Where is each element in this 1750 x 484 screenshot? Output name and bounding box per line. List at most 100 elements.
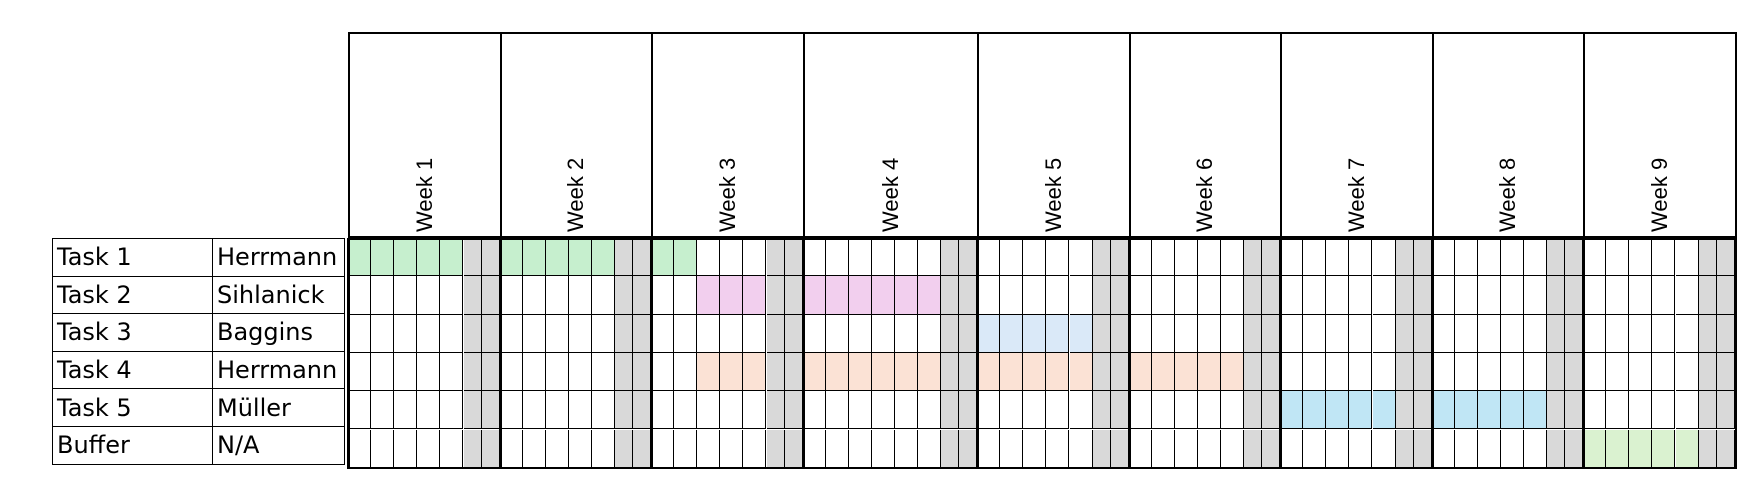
task-owner-cell[interactable]: N/A xyxy=(212,425,345,465)
day-cell[interactable] xyxy=(1303,391,1327,430)
day-cell[interactable] xyxy=(522,391,546,430)
day-cell[interactable] xyxy=(743,391,767,430)
day-cell[interactable] xyxy=(1326,429,1350,468)
day-cell[interactable] xyxy=(1069,276,1093,315)
day-cell[interactable] xyxy=(591,276,615,315)
day-cell[interactable] xyxy=(1675,352,1699,392)
day-cell[interactable] xyxy=(918,429,942,468)
day-cell[interactable] xyxy=(651,276,675,315)
day-cell[interactable] xyxy=(1000,352,1024,392)
day-cell[interactable] xyxy=(802,352,826,392)
weekend-cell[interactable] xyxy=(1413,238,1432,277)
weekend-cell[interactable] xyxy=(463,314,482,353)
day-cell[interactable] xyxy=(1221,391,1245,430)
day-cell[interactable] xyxy=(417,352,441,392)
day-cell[interactable] xyxy=(1477,276,1501,315)
day-cell[interactable] xyxy=(1524,314,1548,353)
day-cell[interactable] xyxy=(499,429,523,468)
day-cell[interactable] xyxy=(348,314,372,353)
day-cell[interactable] xyxy=(1500,276,1524,315)
day-cell[interactable] xyxy=(1000,391,1024,430)
day-cell[interactable] xyxy=(1372,429,1396,468)
day-cell[interactable] xyxy=(1023,276,1047,315)
weekend-cell[interactable] xyxy=(941,314,960,353)
day-cell[interactable] xyxy=(545,429,569,468)
day-cell[interactable] xyxy=(440,314,464,353)
day-cell[interactable] xyxy=(743,352,767,392)
weekend-cell[interactable] xyxy=(1565,276,1584,315)
day-cell[interactable] xyxy=(522,238,546,277)
weekend-cell[interactable] xyxy=(959,352,978,392)
week-header[interactable]: Week 3 xyxy=(651,32,803,238)
weekend-cell[interactable] xyxy=(959,276,978,315)
day-cell[interactable] xyxy=(1583,276,1607,315)
day-cell[interactable] xyxy=(720,276,744,315)
day-cell[interactable] xyxy=(1046,276,1070,315)
day-cell[interactable] xyxy=(545,314,569,353)
day-cell[interactable] xyxy=(1151,314,1175,353)
weekend-cell[interactable] xyxy=(1413,276,1432,315)
day-cell[interactable] xyxy=(1583,314,1607,353)
day-cell[interactable] xyxy=(674,391,698,430)
day-cell[interactable] xyxy=(1023,352,1047,392)
weekend-cell[interactable] xyxy=(1262,391,1281,430)
day-cell[interactable] xyxy=(894,352,918,392)
day-cell[interactable] xyxy=(1069,314,1093,353)
day-cell[interactable] xyxy=(1280,352,1304,392)
weekend-cell[interactable] xyxy=(633,276,651,315)
weekend-cell[interactable] xyxy=(633,314,651,353)
weekend-cell[interactable] xyxy=(1395,391,1414,430)
day-cell[interactable] xyxy=(371,352,395,392)
day-cell[interactable] xyxy=(1652,238,1676,277)
task-name-cell[interactable]: Buffer xyxy=(52,425,213,465)
day-cell[interactable] xyxy=(348,391,372,430)
day-cell[interactable] xyxy=(871,429,895,468)
day-cell[interactable] xyxy=(1151,276,1175,315)
day-cell[interactable] xyxy=(1477,429,1501,468)
day-cell[interactable] xyxy=(1454,429,1478,468)
weekend-cell[interactable] xyxy=(1547,238,1566,277)
day-cell[interactable] xyxy=(591,314,615,353)
day-cell[interactable] xyxy=(1349,429,1373,468)
day-cell[interactable] xyxy=(871,352,895,392)
day-cell[interactable] xyxy=(802,391,826,430)
day-cell[interactable] xyxy=(1303,352,1327,392)
day-cell[interactable] xyxy=(440,429,464,468)
day-cell[interactable] xyxy=(1524,391,1548,430)
week-header[interactable]: Week 9 xyxy=(1583,32,1737,238)
week-header[interactable]: Week 2 xyxy=(499,32,651,238)
day-cell[interactable] xyxy=(417,391,441,430)
day-cell[interactable] xyxy=(1454,391,1478,430)
day-cell[interactable] xyxy=(1046,391,1070,430)
day-cell[interactable] xyxy=(1372,352,1396,392)
weekend-cell[interactable] xyxy=(1395,429,1414,468)
day-cell[interactable] xyxy=(348,429,372,468)
day-cell[interactable] xyxy=(977,352,1001,392)
day-cell[interactable] xyxy=(1221,238,1245,277)
day-cell[interactable] xyxy=(1174,352,1198,392)
day-cell[interactable] xyxy=(1606,276,1630,315)
weekend-cell[interactable] xyxy=(766,276,785,315)
day-cell[interactable] xyxy=(918,276,942,315)
day-cell[interactable] xyxy=(522,276,546,315)
day-cell[interactable] xyxy=(871,391,895,430)
weekend-cell[interactable] xyxy=(1110,429,1129,468)
day-cell[interactable] xyxy=(1500,429,1524,468)
weekend-cell[interactable] xyxy=(481,352,500,392)
day-cell[interactable] xyxy=(848,276,872,315)
day-cell[interactable] xyxy=(417,314,441,353)
day-cell[interactable] xyxy=(651,238,675,277)
weekend-cell[interactable] xyxy=(1262,429,1281,468)
day-cell[interactable] xyxy=(802,314,826,353)
day-cell[interactable] xyxy=(1524,429,1548,468)
weekend-cell[interactable] xyxy=(1092,276,1111,315)
weekend-cell[interactable] xyxy=(1413,429,1432,468)
weekend-cell[interactable] xyxy=(615,238,633,277)
day-cell[interactable] xyxy=(1046,314,1070,353)
day-cell[interactable] xyxy=(1431,238,1455,277)
weekend-cell[interactable] xyxy=(463,238,482,277)
day-cell[interactable] xyxy=(394,391,418,430)
day-cell[interactable] xyxy=(568,352,592,392)
day-cell[interactable] xyxy=(568,276,592,315)
weekend-cell[interactable] xyxy=(1244,352,1263,392)
